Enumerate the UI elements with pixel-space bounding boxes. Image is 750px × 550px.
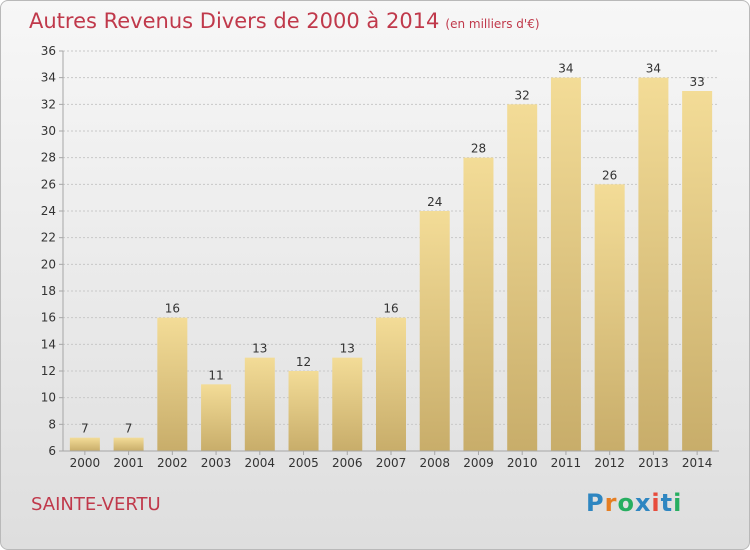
bar: [419, 211, 450, 451]
bar-value-label: 16: [165, 302, 180, 316]
bar: [682, 91, 713, 451]
bar: [463, 157, 494, 451]
bar: [288, 371, 319, 451]
logo-letter: i: [673, 489, 683, 517]
y-tick-label: 20: [41, 257, 56, 271]
y-tick-label: 36: [41, 44, 56, 58]
bar-value-label: 26: [602, 168, 617, 182]
x-tick-label: 2013: [638, 456, 669, 470]
x-tick-label: 2008: [419, 456, 450, 470]
bar: [244, 357, 275, 451]
x-tick-label: 2004: [245, 456, 276, 470]
bar-value-label: 13: [252, 342, 267, 356]
bar-value-label: 7: [81, 422, 89, 436]
y-tick-label: 8: [48, 417, 56, 431]
x-tick-label: 2011: [551, 456, 582, 470]
x-tick-label: 2010: [507, 456, 538, 470]
y-tick-label: 32: [41, 97, 56, 111]
bar: [69, 437, 100, 451]
proxiti-logo: Proxiti: [586, 489, 682, 517]
y-tick-label: 34: [41, 71, 56, 85]
x-tick-label: 2005: [288, 456, 319, 470]
bar-value-label: 33: [689, 75, 704, 89]
bar: [376, 317, 406, 451]
bar: [157, 317, 188, 451]
x-tick-label: 2001: [113, 456, 144, 470]
bar: [201, 384, 232, 451]
x-tick-label: 2006: [332, 456, 363, 470]
y-tick-label: 28: [41, 151, 56, 165]
bar-value-label: 11: [208, 368, 223, 382]
bar-value-label: 12: [296, 355, 311, 369]
logo-letter: o: [617, 489, 635, 517]
bar-value-label: 13: [340, 342, 355, 356]
y-tick-label: 6: [48, 444, 56, 458]
x-tick-label: 2000: [70, 456, 101, 470]
place-name: SAINTE-VERTU: [31, 494, 161, 515]
bar: [638, 77, 669, 452]
bar: [550, 77, 581, 452]
y-tick-label: 22: [41, 231, 56, 245]
bar: [332, 357, 363, 451]
y-tick-label: 30: [41, 124, 56, 138]
logo-letter: r: [604, 489, 618, 517]
bar: [507, 104, 538, 451]
bar-value-label: 28: [471, 142, 486, 156]
bar-value-label: 34: [646, 62, 661, 76]
y-tick-label: 14: [41, 337, 56, 351]
bar: [594, 184, 625, 452]
bar-value-label: 16: [383, 302, 398, 316]
chart-title: Autres Revenus Divers de 2000 à 2014 (en …: [29, 9, 540, 33]
bar: [113, 437, 144, 451]
x-tick-label: 2003: [201, 456, 232, 470]
y-tick-label: 10: [41, 391, 56, 405]
y-tick-label: 24: [41, 204, 56, 218]
y-tick-label: 26: [41, 177, 56, 191]
logo-letter: P: [586, 489, 605, 517]
logo-letter: x: [634, 489, 652, 517]
x-tick-label: 2014: [682, 456, 713, 470]
chart-title-main: Autres Revenus Divers de 2000 à 2014: [29, 9, 440, 33]
logo-letter: i: [651, 489, 661, 517]
y-tick-label: 12: [41, 364, 56, 378]
chart-title-unit: (en milliers d'€): [445, 17, 540, 31]
logo-letter: t: [660, 489, 674, 517]
bar-value-label: 24: [427, 195, 442, 209]
x-tick-label: 2009: [463, 456, 494, 470]
bar-value-label: 34: [558, 62, 573, 76]
y-tick-label: 16: [41, 311, 56, 325]
y-tick-label: 18: [41, 284, 56, 298]
x-tick-label: 2002: [157, 456, 188, 470]
bar-value-label: 7: [125, 422, 133, 436]
x-tick-label: 2007: [376, 456, 407, 470]
x-tick-label: 2012: [594, 456, 625, 470]
bar-value-label: 32: [515, 88, 530, 102]
